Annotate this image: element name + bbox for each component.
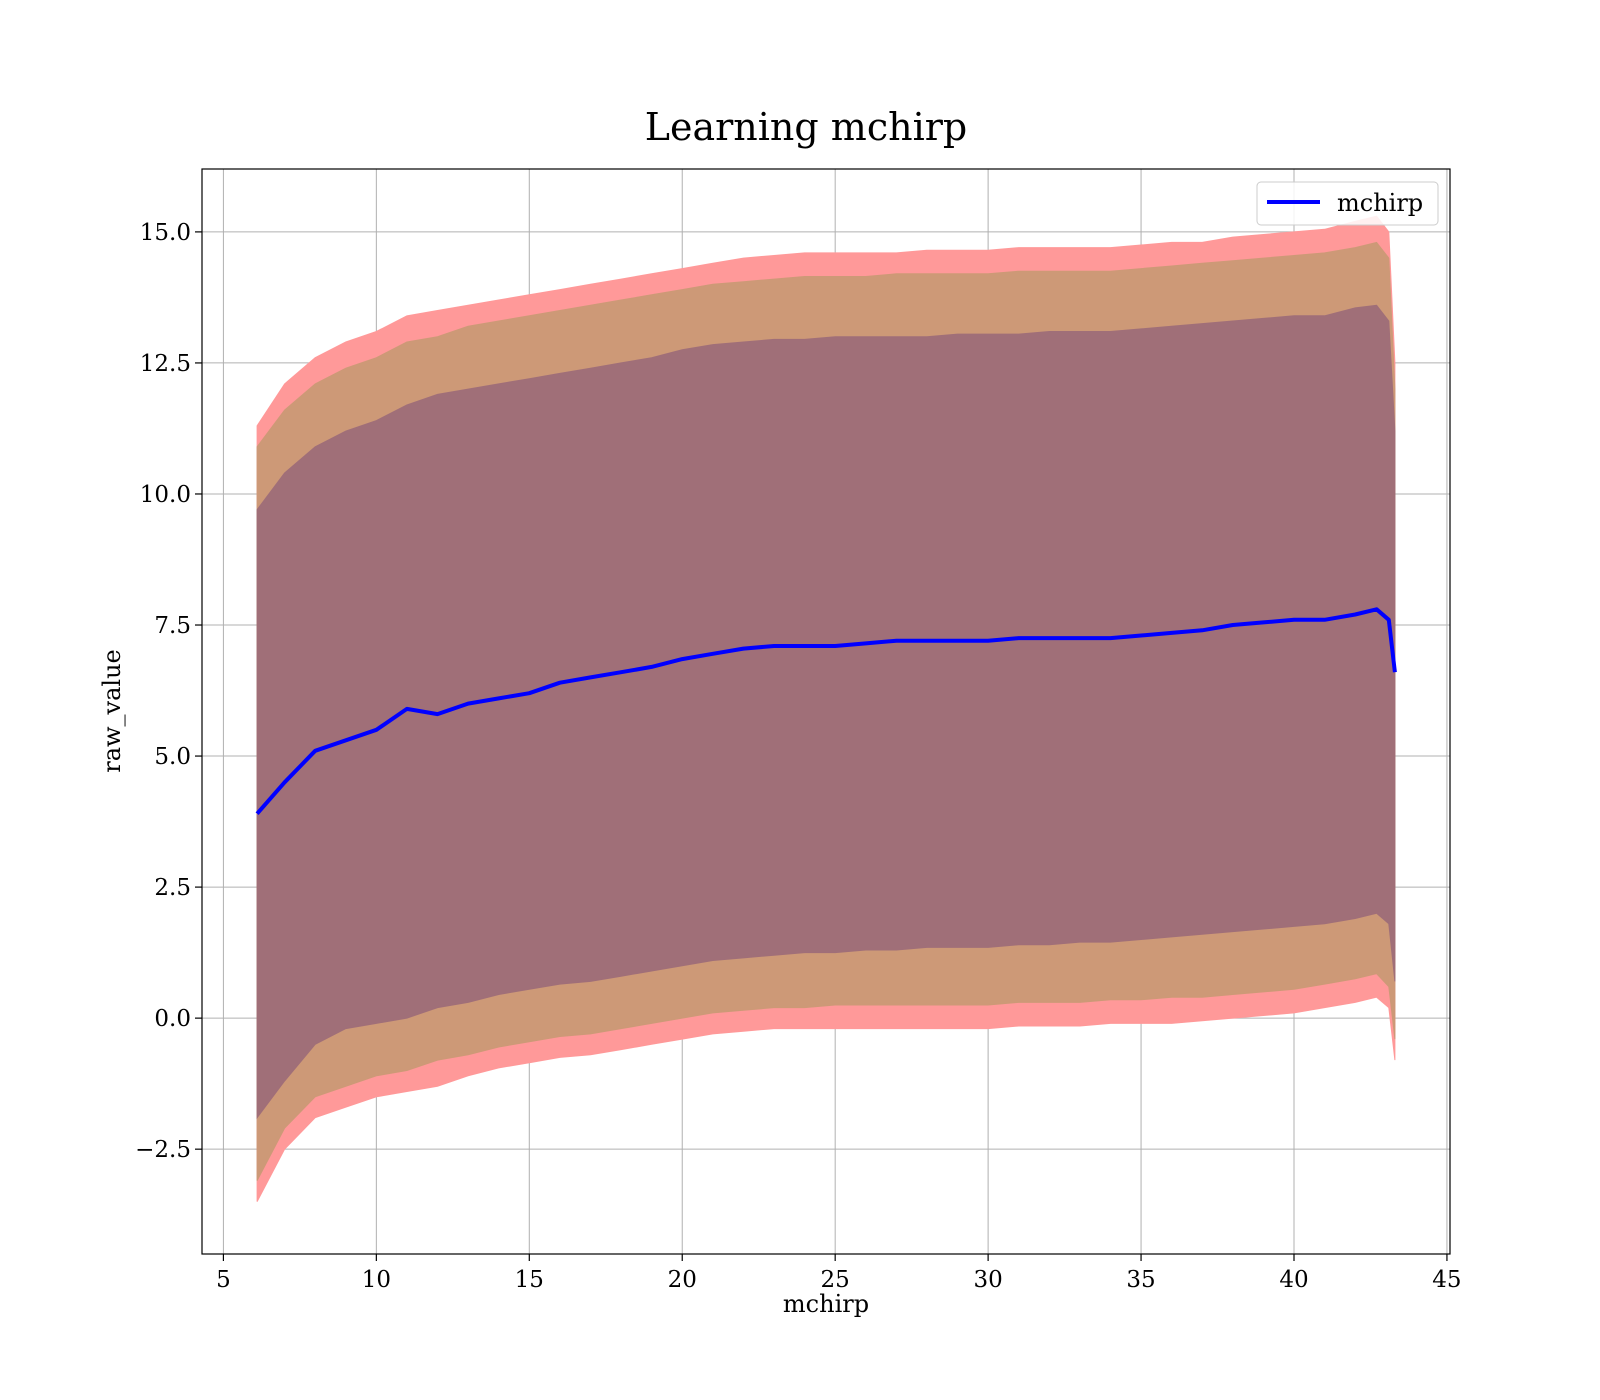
- legend-label-mchirp: mchirp: [1337, 189, 1423, 217]
- x-tick-label-6: 35: [1126, 1267, 1155, 1293]
- x-tick-label-0: 5: [216, 1267, 231, 1293]
- x-tick-label-2: 15: [515, 1267, 544, 1293]
- band-inner: [256, 304, 1396, 1120]
- x-tick-label-3: 20: [668, 1267, 697, 1293]
- x-tick-label-1: 10: [362, 1267, 391, 1293]
- legend: mchirp: [1256, 181, 1439, 226]
- y-tick-label-3: 5.0: [154, 744, 191, 770]
- y-tick-label-6: 12.5: [140, 351, 191, 377]
- x-tick-label-5: 30: [973, 1267, 1002, 1293]
- y-tick-label-0: −2.5: [135, 1137, 191, 1163]
- chart-title: Learning mchirp: [645, 105, 967, 149]
- x-tick-label-4: 25: [821, 1267, 850, 1293]
- x-tick-label-8: 45: [1432, 1267, 1461, 1293]
- series-lines: [255, 607, 1397, 816]
- series-line-mchirp: [255, 607, 1397, 816]
- y-axis-label: raw_value: [98, 649, 126, 773]
- plot-frame: [201, 168, 1451, 1255]
- x-axis-ticks: 5 10 15 20 25 30 35 40 45: [216, 1254, 1462, 1293]
- x-axis-label: mchirp: [783, 1290, 869, 1318]
- y-tick-label-2: 2.5: [154, 875, 191, 901]
- legend-box: [1256, 181, 1439, 226]
- y-tick-label-5: 10.0: [140, 482, 191, 508]
- x-tick-label-7: 40: [1279, 1267, 1308, 1293]
- y-tick-label-4: 7.5: [154, 613, 191, 639]
- y-tick-label-1: 0.0: [154, 1006, 191, 1032]
- confidence-bands: [256, 215, 1396, 1202]
- y-tick-label-7: 15.0: [140, 220, 191, 246]
- y-axis-ticks: −2.5 0.0 2.5 5.0 7.5 10.0 12.5 15.0: [135, 220, 202, 1163]
